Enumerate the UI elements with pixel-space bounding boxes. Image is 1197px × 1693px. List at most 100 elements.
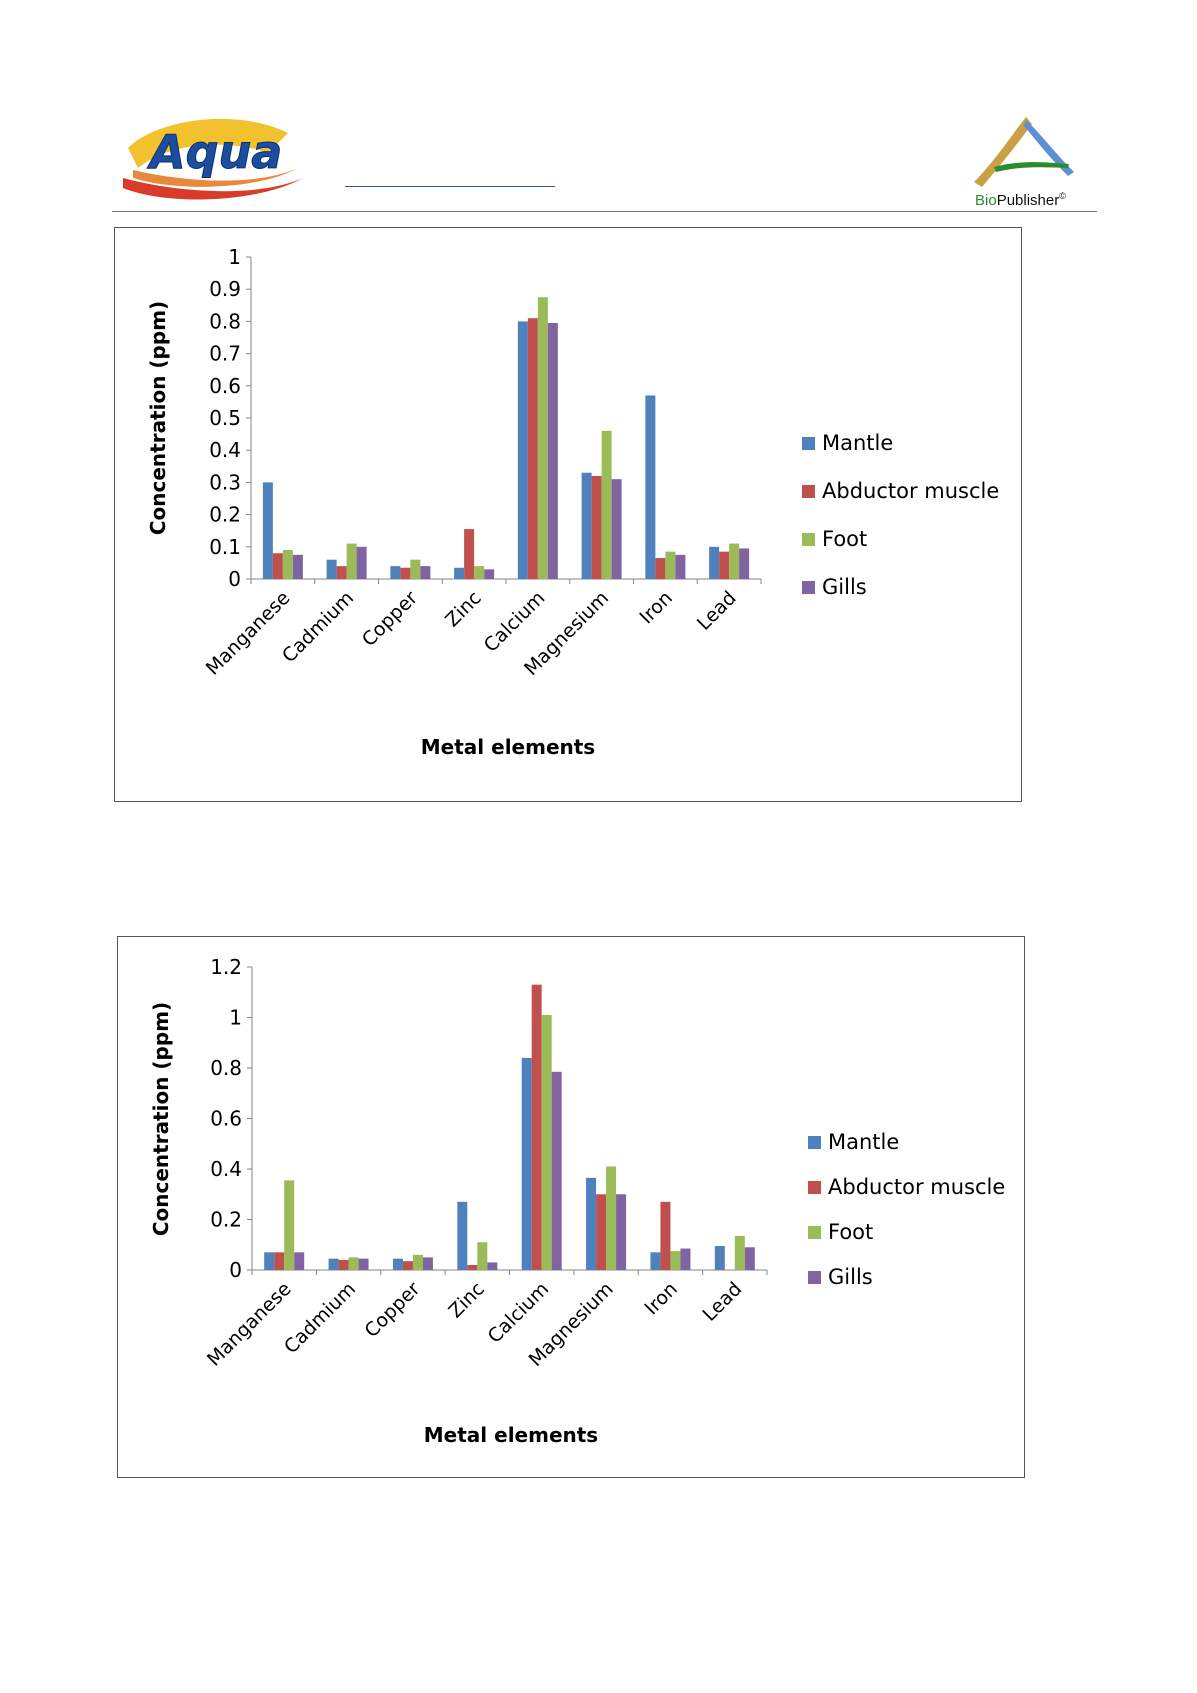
bar	[410, 559, 421, 579]
chart-2: 0 0.2 0.4 0.6 0.8 1 1.2 Manganese Cadmium Copper Z…	[117, 936, 1025, 1478]
y-tick-label: 0.8	[210, 1056, 242, 1080]
bar	[719, 551, 730, 579]
bar	[660, 1201, 671, 1270]
bar	[581, 472, 592, 579]
y-tick-label: 0.2	[209, 503, 241, 527]
y-tick-label: 0.8	[209, 309, 241, 333]
bar	[521, 1057, 532, 1270]
bar	[655, 558, 666, 579]
bar	[292, 554, 303, 579]
chart-1: 0 0.1 0.2 0.3 0.4 0.5 0.6 0.7 0.8 0.9 1 Manganese Ca…	[114, 227, 1022, 802]
y-tick-label: 1.2	[210, 955, 242, 979]
bar	[527, 318, 538, 579]
bar	[272, 553, 283, 579]
bar	[586, 1177, 597, 1270]
bar	[390, 566, 401, 579]
x-tick-label: Manganese	[202, 587, 295, 680]
y-tick-label: 0.7	[209, 342, 241, 366]
legend-swatch	[808, 1226, 821, 1239]
bar	[454, 567, 465, 579]
bar	[262, 482, 273, 579]
bar	[392, 1258, 403, 1270]
legend-swatch	[802, 485, 815, 498]
legend-swatch	[808, 1271, 821, 1284]
bar	[680, 1248, 691, 1270]
header-link-underline	[345, 186, 555, 187]
bar	[709, 546, 720, 579]
bar	[596, 1194, 607, 1270]
bar	[274, 1252, 285, 1270]
legend-label: Mantle	[822, 431, 893, 455]
x-tick-label: Zinc	[441, 587, 485, 631]
legend-swatch	[802, 581, 815, 594]
x-axis-title: Metal elements	[421, 735, 595, 759]
bar	[400, 567, 411, 579]
legend-label: Foot	[822, 527, 867, 551]
bar	[457, 1201, 468, 1270]
x-tick-label: Manganese	[203, 1278, 296, 1371]
legend-label: Mantle	[828, 1130, 899, 1154]
x-tick-label: Zinc	[444, 1278, 488, 1322]
bar	[611, 479, 622, 579]
x-tick-label: Copper	[360, 1278, 424, 1342]
y-tick-label: 0.9	[209, 277, 241, 301]
legend-label: Foot	[828, 1220, 873, 1244]
bar	[328, 1258, 339, 1270]
bar	[412, 1254, 423, 1270]
bar	[675, 554, 686, 579]
y-tick-label: 0.4	[209, 438, 241, 462]
biopublisher-logo-icon	[974, 117, 1074, 187]
header-divider	[112, 211, 1097, 212]
x-tick-label: Iron	[635, 587, 676, 628]
biopublisher-logo-text: BioPublisher©	[975, 191, 1066, 209]
bar	[422, 1257, 433, 1270]
bar	[402, 1261, 413, 1270]
y-tick-label: 0.3	[209, 470, 241, 494]
bar	[734, 1235, 745, 1270]
bar	[537, 297, 548, 579]
bar	[601, 430, 612, 579]
bar	[547, 323, 558, 579]
legend-swatch	[808, 1136, 821, 1149]
x-tick-label: Lead	[693, 587, 741, 635]
legend-label: Gills	[828, 1265, 873, 1289]
x-tick-label: Copper	[358, 587, 422, 651]
bar	[420, 566, 431, 579]
y-tick-label: 0	[229, 1258, 242, 1282]
bar	[541, 1014, 552, 1270]
bar	[467, 1264, 478, 1270]
legend-swatch	[802, 533, 815, 546]
y-tick-label: 0.1	[209, 535, 241, 559]
bar	[264, 1252, 275, 1270]
bar	[294, 1252, 305, 1270]
bar	[551, 1071, 562, 1270]
bar	[336, 566, 347, 579]
bar	[474, 566, 485, 579]
bar	[284, 1180, 295, 1270]
legend-label: Abductor muscle	[828, 1175, 1005, 1199]
bar	[739, 548, 750, 579]
x-axis-title: Metal elements	[424, 1423, 598, 1447]
y-tick-label: 0	[228, 567, 241, 591]
legend-swatch	[808, 1181, 821, 1194]
bar	[714, 1246, 725, 1270]
bar	[665, 551, 676, 579]
bar	[744, 1247, 755, 1270]
bar	[358, 1258, 369, 1270]
aqua-logo-icon: Aqua	[123, 118, 303, 200]
y-axis-title: Concentration (ppm)	[146, 301, 170, 535]
legend-swatch	[802, 437, 815, 450]
bar	[484, 569, 495, 579]
y-tick-label: 0.2	[210, 1208, 242, 1232]
bar	[348, 1257, 359, 1270]
x-tick-label: Lead	[699, 1278, 747, 1326]
legend-label: Gills	[822, 575, 867, 599]
y-axis-title: Concentration (ppm)	[149, 1002, 173, 1236]
legend-label: Abductor muscle	[822, 479, 999, 503]
bar	[326, 559, 337, 579]
bar	[356, 546, 367, 579]
bar	[487, 1262, 498, 1270]
bar	[645, 395, 656, 579]
y-tick-label: 0.4	[210, 1157, 242, 1181]
